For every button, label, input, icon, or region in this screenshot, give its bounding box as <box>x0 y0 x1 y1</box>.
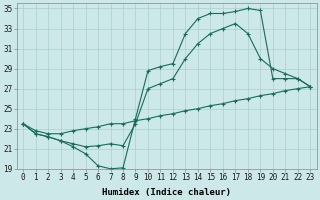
X-axis label: Humidex (Indice chaleur): Humidex (Indice chaleur) <box>102 188 231 197</box>
